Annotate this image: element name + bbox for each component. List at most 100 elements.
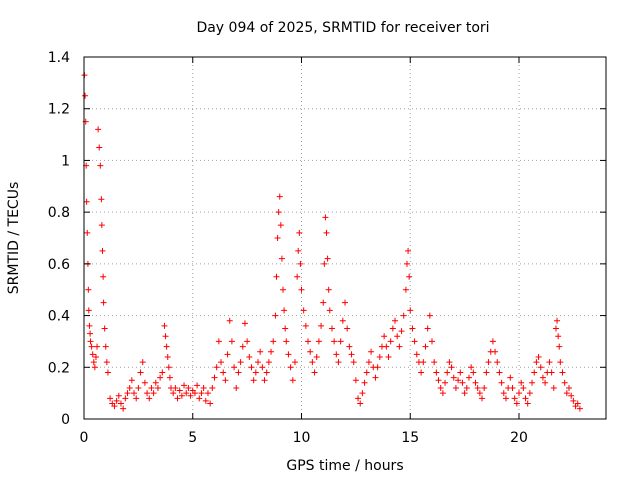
data-point	[113, 397, 120, 404]
data-point	[455, 377, 462, 384]
data-point	[318, 322, 325, 329]
data-point	[248, 364, 255, 371]
x-tick-label: 20	[510, 430, 528, 446]
data-point	[457, 369, 464, 376]
data-point	[235, 369, 242, 376]
data-point	[472, 379, 479, 386]
data-point	[297, 260, 304, 267]
y-tick-label: 0	[61, 412, 70, 428]
data-point	[191, 390, 198, 397]
data-point	[224, 351, 231, 358]
data-point	[502, 395, 509, 402]
data-point	[174, 395, 181, 402]
data-point	[291, 359, 298, 366]
data-point	[557, 359, 564, 366]
data-point	[498, 379, 505, 386]
data-point	[265, 359, 272, 366]
data-point	[405, 247, 412, 254]
data-point	[163, 343, 170, 350]
data-point	[576, 405, 583, 412]
data-point	[470, 369, 477, 376]
data-point	[407, 307, 414, 314]
data-point	[307, 348, 314, 355]
data-point	[492, 348, 499, 355]
data-point	[420, 359, 427, 366]
y-tick-label: 1	[61, 153, 70, 169]
data-point	[87, 330, 94, 337]
data-point	[331, 338, 338, 345]
data-point	[361, 379, 368, 386]
data-point	[91, 364, 98, 371]
data-point	[84, 229, 91, 236]
data-point	[139, 359, 146, 366]
data-point	[511, 395, 518, 402]
data-point	[333, 351, 340, 358]
data-point	[228, 338, 235, 345]
data-point	[372, 374, 379, 381]
data-point	[296, 229, 303, 236]
data-point	[157, 374, 164, 381]
data-point	[300, 307, 307, 314]
data-point	[164, 353, 171, 360]
data-point	[89, 351, 96, 358]
data-point	[95, 126, 102, 133]
data-point	[226, 317, 233, 324]
data-point	[520, 384, 527, 391]
data-point	[389, 325, 396, 332]
data-point	[383, 343, 390, 350]
data-point	[294, 273, 301, 280]
data-point	[313, 353, 320, 360]
data-point	[117, 400, 124, 407]
data-point	[198, 390, 205, 397]
data-point	[550, 384, 557, 391]
data-points	[81, 72, 583, 412]
data-point	[446, 359, 453, 366]
data-point	[270, 338, 277, 345]
axis-ticks: 0 0.2 0.4 0.6 0.8 1 1.2 1.4 0 5 10 15 20	[48, 50, 606, 446]
data-point	[166, 374, 173, 381]
data-point	[387, 338, 394, 345]
data-point	[355, 395, 362, 402]
data-point	[350, 359, 357, 366]
data-point	[150, 390, 157, 397]
data-point	[529, 379, 536, 386]
data-point	[335, 359, 342, 366]
data-point	[323, 229, 330, 236]
data-point	[368, 348, 375, 355]
data-point	[131, 390, 138, 397]
data-point	[394, 333, 401, 340]
data-point	[463, 384, 470, 391]
data-point	[539, 374, 546, 381]
data-point	[403, 260, 410, 267]
data-point	[552, 325, 559, 332]
data-point	[101, 325, 108, 332]
data-point	[152, 379, 159, 386]
data-point	[542, 379, 549, 386]
data-point	[281, 307, 288, 314]
data-point	[233, 384, 240, 391]
data-point	[554, 317, 561, 324]
data-point	[489, 338, 496, 345]
data-point	[98, 222, 105, 229]
data-point	[337, 338, 344, 345]
data-point	[435, 377, 442, 384]
data-point	[86, 322, 93, 329]
data-point	[496, 369, 503, 376]
data-point	[452, 384, 459, 391]
data-point	[363, 369, 370, 376]
data-point	[165, 364, 172, 371]
data-point	[309, 359, 316, 366]
data-point	[479, 395, 486, 402]
data-point	[422, 343, 429, 350]
data-point	[465, 374, 472, 381]
data-point	[274, 235, 281, 241]
data-point	[213, 364, 220, 371]
data-point	[99, 247, 106, 254]
data-point	[90, 359, 97, 366]
data-point	[324, 255, 331, 262]
data-point	[459, 379, 466, 386]
data-point	[516, 390, 522, 397]
plot-frame	[83, 56, 607, 420]
data-point	[566, 384, 573, 391]
